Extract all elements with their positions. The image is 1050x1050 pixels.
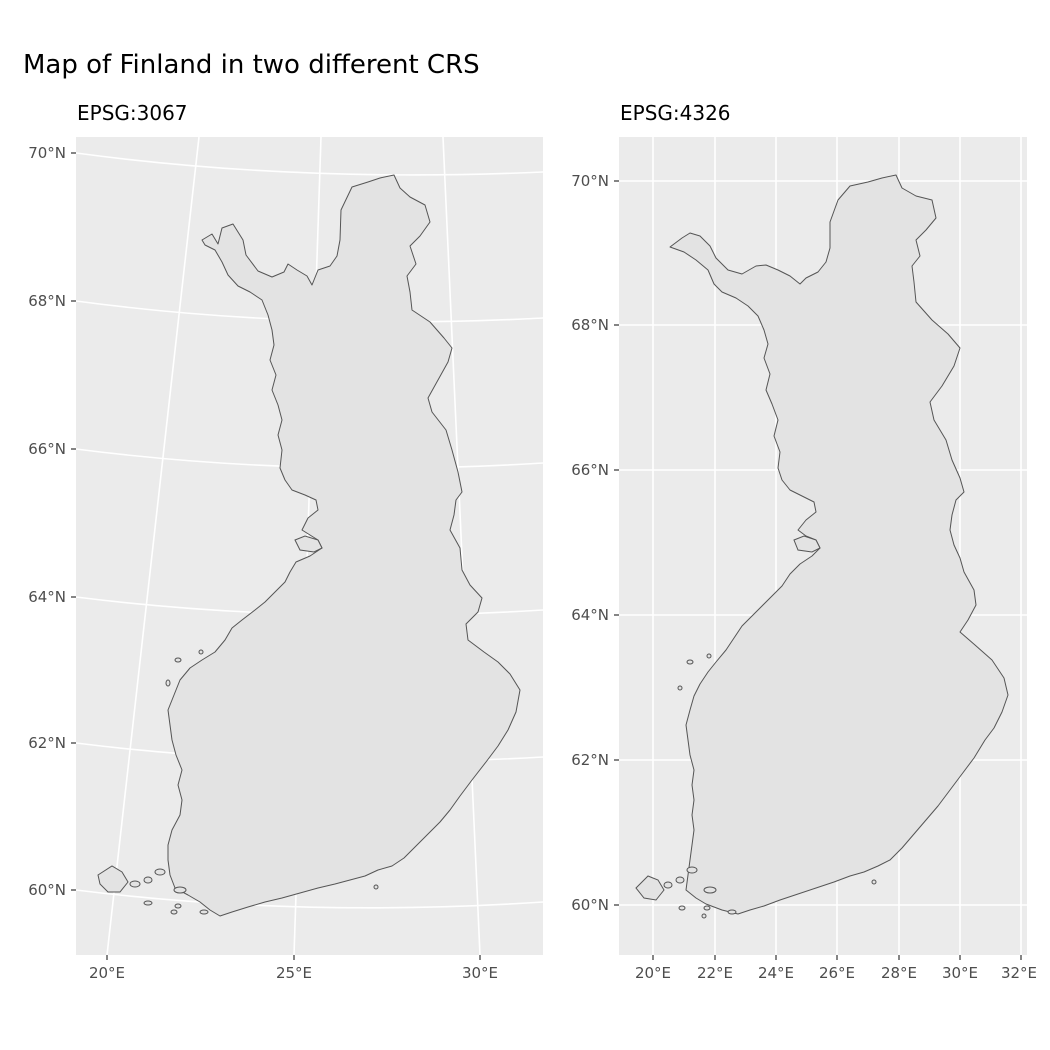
y-tick-label: 60°N xyxy=(571,896,609,914)
island xyxy=(165,679,171,687)
island xyxy=(173,886,187,894)
island xyxy=(174,903,182,909)
x-tick-label: 22°E xyxy=(697,964,733,982)
island xyxy=(635,875,665,901)
y-tick-label: 66°N xyxy=(28,440,66,458)
panel-title-epsg3067: EPSG:3067 xyxy=(77,101,188,125)
finland-land-epsg4326 xyxy=(669,174,1009,915)
y-tick-label: 62°N xyxy=(571,751,609,769)
island xyxy=(678,905,686,911)
y-tick-label: 62°N xyxy=(28,734,66,752)
y-tick-label: 64°N xyxy=(571,606,609,624)
y-tick-label: 60°N xyxy=(28,881,66,899)
y-tick-label: 70°N xyxy=(571,172,609,190)
x-tick-label: 30°E xyxy=(462,964,498,982)
island xyxy=(154,868,166,876)
island xyxy=(686,866,698,874)
island xyxy=(703,886,717,894)
island xyxy=(675,876,685,884)
island xyxy=(143,876,153,884)
x-tick-label: 28°E xyxy=(881,964,917,982)
y-tick-label: 68°N xyxy=(571,316,609,334)
axis-ticks-left xyxy=(71,152,481,960)
x-tick-label: 26°E xyxy=(819,964,855,982)
axis-ticks-right xyxy=(614,180,1022,960)
island xyxy=(170,909,178,915)
island xyxy=(706,653,712,659)
y-tick-label: 64°N xyxy=(28,588,66,606)
island xyxy=(727,909,737,915)
island xyxy=(129,880,141,888)
panel-title-epsg4326: EPSG:4326 xyxy=(620,101,731,125)
island xyxy=(677,685,683,691)
y-tick-label: 68°N xyxy=(28,292,66,310)
gridline-lon xyxy=(442,136,481,956)
island xyxy=(701,913,707,919)
island xyxy=(143,900,153,906)
y-tick-label: 66°N xyxy=(571,461,609,479)
panel-epsg4326: 60°N 62°N 64°N 66°N 68°N 70°N 20°E 22°E … xyxy=(571,137,1037,982)
finland-land-epsg3067 xyxy=(167,174,521,917)
island xyxy=(199,909,209,915)
island xyxy=(663,881,673,889)
gridline-lon xyxy=(106,136,200,956)
x-tick-label: 30°E xyxy=(942,964,978,982)
island xyxy=(198,649,204,655)
island xyxy=(703,905,711,911)
figure-title: Map of Finland in two different CRS xyxy=(23,50,480,80)
island xyxy=(871,879,877,885)
island xyxy=(793,535,821,553)
x-tick-label: 20°E xyxy=(89,964,125,982)
x-tick-label: 25°E xyxy=(276,964,312,982)
x-tick-label: 20°E xyxy=(635,964,671,982)
panel-epsg3067: 60°N 62°N 64°N 66°N 68°N 70°N 20°E 25°E … xyxy=(28,136,544,982)
y-tick-label: 70°N xyxy=(28,144,66,162)
island xyxy=(373,884,379,890)
island xyxy=(686,659,694,665)
x-tick-label: 32°E xyxy=(1001,964,1037,982)
island xyxy=(294,535,323,553)
island xyxy=(97,865,129,893)
x-tick-label: 24°E xyxy=(758,964,794,982)
gridline-lat xyxy=(75,152,544,176)
gridline-lat xyxy=(75,889,544,909)
island xyxy=(174,657,182,663)
